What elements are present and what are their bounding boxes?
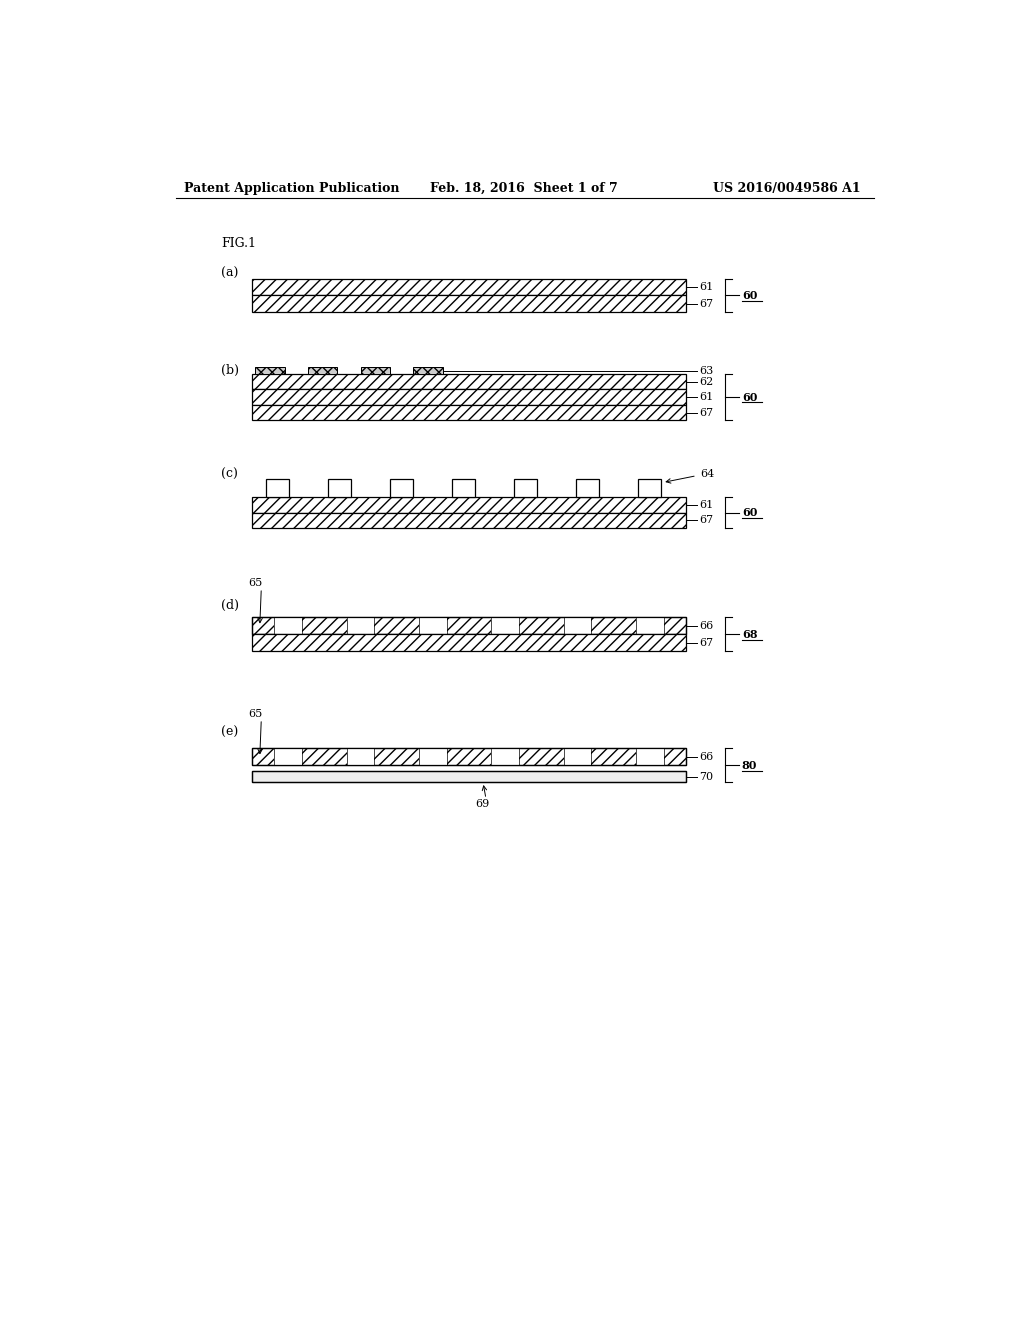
- Bar: [638, 479, 660, 498]
- Text: 61: 61: [699, 500, 714, 510]
- Bar: [274, 748, 302, 766]
- Text: Feb. 18, 2016  Sheet 1 of 7: Feb. 18, 2016 Sheet 1 of 7: [430, 182, 618, 194]
- Bar: [252, 748, 686, 766]
- Bar: [265, 479, 289, 498]
- Text: 61: 61: [699, 282, 714, 292]
- Bar: [274, 618, 302, 635]
- Bar: [347, 748, 374, 766]
- Bar: [252, 512, 686, 528]
- Bar: [252, 498, 686, 512]
- Text: (d): (d): [221, 598, 239, 611]
- Bar: [492, 748, 519, 766]
- Bar: [452, 479, 475, 498]
- Text: FIG.1: FIG.1: [221, 238, 256, 249]
- Text: 60: 60: [741, 507, 757, 519]
- Bar: [360, 367, 390, 374]
- Bar: [308, 367, 337, 374]
- Text: (c): (c): [221, 467, 238, 480]
- Bar: [414, 367, 442, 374]
- Bar: [252, 389, 686, 405]
- Text: 67: 67: [699, 298, 714, 309]
- Text: 63: 63: [699, 366, 714, 375]
- Bar: [564, 748, 591, 766]
- Text: 60: 60: [741, 392, 757, 403]
- Bar: [252, 296, 686, 313]
- Bar: [252, 771, 686, 781]
- Bar: [252, 374, 686, 389]
- Text: 64: 64: [700, 469, 714, 479]
- Text: US 2016/0049586 A1: US 2016/0049586 A1: [713, 182, 861, 194]
- Text: 66: 66: [699, 751, 714, 762]
- Bar: [252, 618, 686, 635]
- Text: 69: 69: [475, 799, 489, 809]
- Bar: [252, 748, 686, 766]
- Text: 67: 67: [699, 408, 714, 417]
- Text: (a): (a): [221, 268, 239, 280]
- Text: (e): (e): [221, 726, 239, 739]
- Bar: [514, 479, 537, 498]
- Bar: [252, 279, 686, 296]
- Text: 67: 67: [699, 638, 714, 648]
- Text: 70: 70: [699, 772, 714, 781]
- Bar: [252, 405, 686, 420]
- Bar: [636, 618, 664, 635]
- Text: 61: 61: [699, 392, 714, 403]
- Text: 66: 66: [699, 620, 714, 631]
- Bar: [328, 479, 351, 498]
- Bar: [252, 635, 686, 651]
- Bar: [389, 479, 413, 498]
- Text: (b): (b): [221, 363, 239, 376]
- Text: 62: 62: [699, 376, 714, 387]
- Bar: [564, 618, 591, 635]
- Text: 68: 68: [741, 628, 758, 640]
- Bar: [492, 618, 519, 635]
- Bar: [252, 771, 686, 781]
- Text: 67: 67: [699, 515, 714, 525]
- Text: 80: 80: [741, 760, 757, 771]
- Bar: [255, 367, 285, 374]
- Bar: [419, 618, 446, 635]
- Text: 60: 60: [741, 290, 757, 301]
- Bar: [347, 618, 374, 635]
- Text: 65: 65: [248, 709, 262, 719]
- Bar: [636, 748, 664, 766]
- Text: Patent Application Publication: Patent Application Publication: [183, 182, 399, 194]
- Text: 65: 65: [248, 578, 262, 589]
- Bar: [419, 748, 446, 766]
- Bar: [252, 618, 686, 635]
- Bar: [575, 479, 599, 498]
